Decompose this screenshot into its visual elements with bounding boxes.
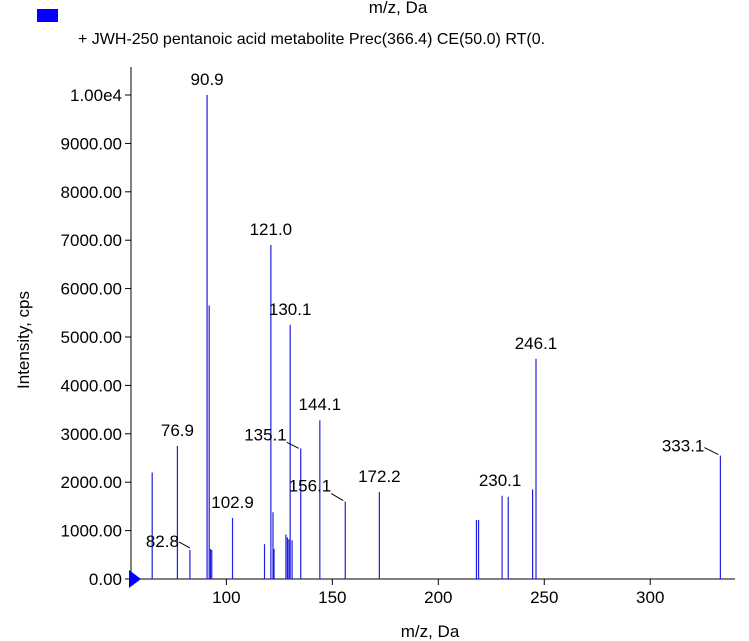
peak-label: 172.2 bbox=[358, 467, 401, 486]
peak-label-leader bbox=[286, 441, 299, 449]
y-axis-label: Intensity, cps bbox=[14, 291, 33, 389]
y-tick-label: 1000.00 bbox=[61, 522, 122, 541]
peak-label-leader bbox=[178, 541, 191, 549]
peak-label: 230.1 bbox=[479, 471, 522, 490]
x-tick-label: 100 bbox=[212, 588, 240, 607]
y-tick-label: 8000.00 bbox=[61, 183, 122, 202]
peak-label: 82.8 bbox=[146, 532, 179, 551]
baseline-marker bbox=[129, 570, 141, 588]
peak-label: 135.1 bbox=[244, 425, 287, 444]
peak-label-leader bbox=[704, 447, 719, 456]
peak-label: 130.1 bbox=[269, 300, 312, 319]
peak-label: 333.1 bbox=[662, 437, 705, 456]
x-tick-label: 300 bbox=[636, 588, 664, 607]
peak-label: 156.1 bbox=[289, 477, 332, 496]
y-tick-label: 3000.00 bbox=[61, 425, 122, 444]
chart-title-fragment: m/z, Da bbox=[369, 0, 428, 17]
x-axis-label: m/z, Da bbox=[401, 622, 460, 641]
y-tick-label: 2000.00 bbox=[61, 473, 122, 492]
peak-label: 102.9 bbox=[211, 493, 254, 512]
peak-label: 76.9 bbox=[161, 421, 194, 440]
legend-swatch bbox=[37, 9, 58, 22]
bars-group bbox=[151, 95, 721, 579]
x-tick-label: 250 bbox=[530, 588, 558, 607]
y-tick-label: 7000.00 bbox=[61, 231, 122, 250]
x-tick-label: 150 bbox=[318, 588, 346, 607]
peak-label: 90.9 bbox=[191, 70, 224, 89]
peak-label: 246.1 bbox=[515, 334, 558, 353]
y-tick-label: 4000.00 bbox=[61, 376, 122, 395]
axes-group: 0.00 1000.00 2000.00 3000.00 4000.00 5000.00 6… bbox=[61, 67, 735, 607]
peak-labels-group: 90.9 121.0 130.1 246.1 144.1 76.9 135.1 333.1 17… bbox=[146, 70, 719, 551]
y-tick-label: 5000.00 bbox=[61, 328, 122, 347]
y-tick-label: 9000.00 bbox=[61, 134, 122, 153]
peak-label: 144.1 bbox=[299, 395, 342, 414]
y-tick-label: 1.00e4 bbox=[70, 86, 122, 105]
x-tick-label: 200 bbox=[424, 588, 452, 607]
y-tick-label: 0.00 bbox=[89, 570, 122, 589]
legend-label: + JWH-250 pentanoic acid metabolite Prec… bbox=[78, 31, 545, 48]
peak-label: 121.0 bbox=[250, 220, 293, 239]
peak-label-leader bbox=[331, 493, 344, 501]
y-tick-label: 6000.00 bbox=[61, 280, 122, 299]
